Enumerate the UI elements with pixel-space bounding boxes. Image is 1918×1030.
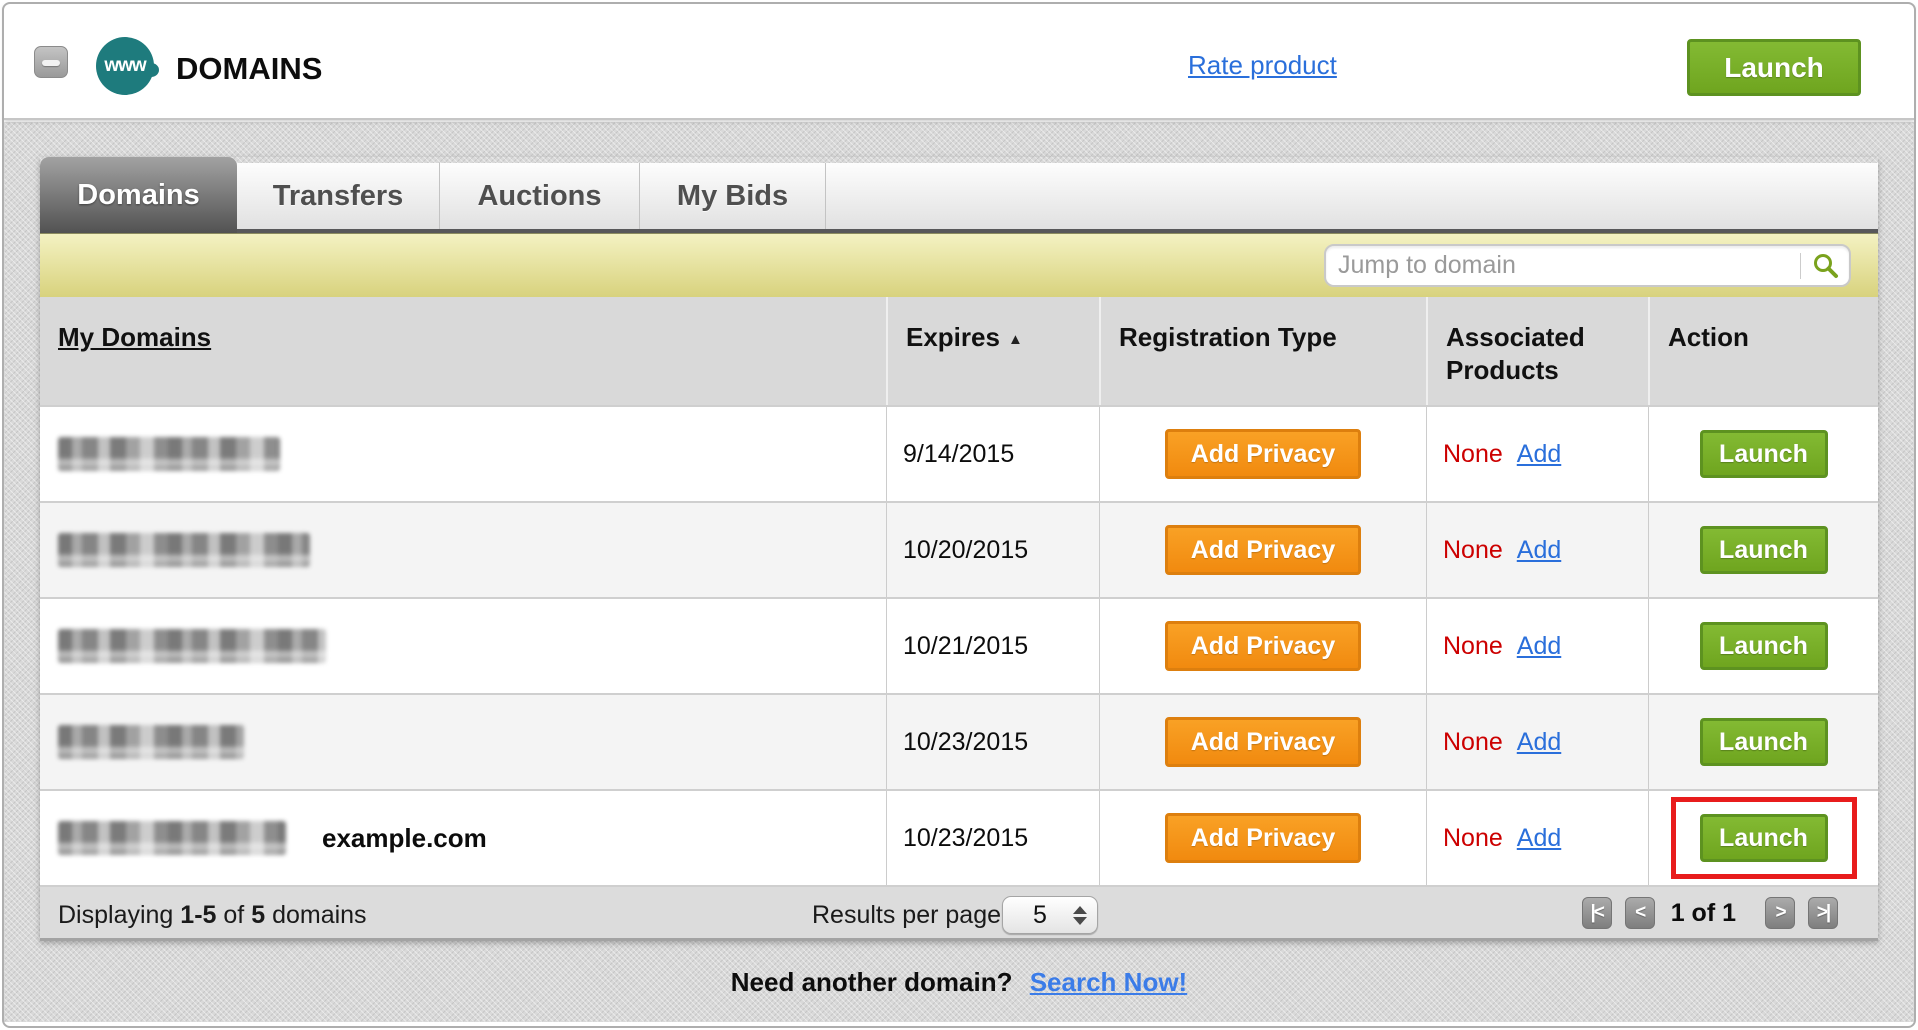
rate-product-link[interactable]: Rate product <box>1188 50 1337 80</box>
add-privacy-button[interactable]: Add Privacy <box>1165 429 1361 479</box>
column-header-registration-type: Registration Type <box>1099 297 1426 405</box>
add-privacy-button[interactable]: Add Privacy <box>1165 621 1361 671</box>
column-header-my-domains: My Domains <box>40 297 886 405</box>
add-privacy-button[interactable]: Add Privacy <box>1165 525 1361 575</box>
table-body: 9/14/2015 Add Privacy None Add Launch 10/… <box>40 405 1878 885</box>
expires-value: 10/23/2015 <box>903 727 1029 756</box>
pagination: |< < 1 of 1 > >| <box>1581 897 1838 929</box>
displaying-status: Displaying 1-5 of 5 domains <box>58 901 367 929</box>
table-row: 10/21/2015 Add Privacy None Add Launch <box>40 597 1878 693</box>
expires-value: 10/20/2015 <box>903 535 1029 564</box>
first-page-button[interactable]: |< <box>1581 897 1612 929</box>
red-highlight-box: Launch <box>1670 797 1857 879</box>
magnifier-icon[interactable] <box>1801 252 1849 279</box>
tab-bar: Domains Transfers Auctions My Bids <box>40 157 1878 233</box>
next-page-button[interactable]: > <box>1765 897 1795 929</box>
domain-annotation: example.com <box>322 822 487 853</box>
add-product-link[interactable]: Add <box>1516 439 1562 468</box>
add-product-link[interactable]: Add <box>1516 727 1562 756</box>
product-header: www DOMAINS Rate product Launch <box>4 4 1914 120</box>
associated-products-value: None <box>1443 439 1503 468</box>
launch-button[interactable]: Launch <box>1699 622 1828 670</box>
launch-button[interactable]: Launch <box>1699 526 1828 574</box>
launch-button[interactable]: Launch <box>1699 814 1828 862</box>
need-domain-note: Need another domain? Search Now! <box>40 967 1878 998</box>
tab-domains[interactable]: Domains <box>40 157 237 233</box>
associated-products-value: None <box>1443 727 1503 756</box>
add-product-link[interactable]: Add <box>1516 823 1562 852</box>
minus-icon <box>42 60 60 66</box>
previous-page-button[interactable]: < <box>1624 897 1655 929</box>
expires-label[interactable]: Expires <box>906 322 1000 352</box>
www-icon-label: www <box>104 55 146 76</box>
launch-button[interactable]: Launch <box>1699 718 1828 766</box>
table-header-row: My Domains Expires ▲ Registration Type As… <box>40 297 1878 405</box>
associated-products-value: None <box>1443 535 1503 564</box>
table-row: 10/23/2015 Add Privacy None Add Launch <box>40 693 1878 789</box>
action-label: Action <box>1668 322 1749 352</box>
up-down-stepper-icon <box>1071 905 1097 925</box>
search-strip <box>40 233 1878 297</box>
my-domains-sort-link[interactable]: My Domains <box>58 322 212 352</box>
expires-value: 10/23/2015 <box>903 823 1029 852</box>
table-row: 10/20/2015 Add Privacy None Add Launch <box>40 501 1878 597</box>
search-divider <box>1800 252 1801 279</box>
associated-products-value: None <box>1443 823 1503 852</box>
add-privacy-button[interactable]: Add Privacy <box>1165 717 1361 767</box>
search-input[interactable] <box>1326 251 1800 280</box>
associated-products-value: None <box>1443 631 1503 660</box>
redacted-domain-text <box>58 725 244 759</box>
tab-transfers[interactable]: Transfers <box>237 163 440 229</box>
add-privacy-button[interactable]: Add Privacy <box>1165 813 1361 863</box>
results-per-page-select[interactable]: 5 <box>1002 896 1098 934</box>
jump-to-domain-search <box>1324 244 1851 287</box>
table-footer: Displaying 1-5 of 5 domains Results per … <box>40 885 1878 941</box>
launch-button[interactable]: Launch <box>1699 430 1828 478</box>
page-title: DOMAINS <box>176 51 323 86</box>
redacted-domain-text <box>58 437 280 471</box>
www-globe-icon: www <box>96 37 159 95</box>
last-page-button[interactable]: >| <box>1808 897 1838 929</box>
results-per-page-value: 5 <box>1033 900 1047 929</box>
sort-asc-icon: ▲ <box>1007 331 1023 348</box>
tab-my-bids[interactable]: My Bids <box>640 163 826 229</box>
header-launch-button[interactable]: Launch <box>1687 39 1861 96</box>
need-domain-text: Need another domain? <box>730 967 1013 997</box>
tab-bar-filler <box>826 163 1878 229</box>
associated-products-label: Associated Products <box>1446 322 1585 385</box>
add-product-link[interactable]: Add <box>1516 631 1562 660</box>
redacted-domain-text <box>58 821 286 855</box>
page-status: 1 of 1 <box>1670 898 1736 927</box>
table-row: 9/14/2015 Add Privacy None Add Launch <box>40 405 1878 501</box>
column-header-expires: Expires ▲ <box>886 297 1099 405</box>
column-header-action: Action <box>1648 297 1878 405</box>
total-value: 5 <box>251 901 266 929</box>
content-background: Domains Transfers Auctions My Bids <box>4 122 1914 1022</box>
column-header-associated-products: Associated Products <box>1426 297 1648 405</box>
results-per-page-label: Results per page: <box>812 901 1008 929</box>
expires-value: 10/21/2015 <box>903 631 1029 660</box>
tab-auctions[interactable]: Auctions <box>440 163 640 229</box>
range-value: 1-5 <box>180 901 217 929</box>
table-row-highlighted: example.com 10/23/2015 Add Privacy None A… <box>40 789 1878 885</box>
expires-value: 9/14/2015 <box>903 439 1015 468</box>
collapse-button[interactable] <box>34 46 68 78</box>
registration-type-label: Registration Type <box>1119 322 1337 352</box>
add-product-link[interactable]: Add <box>1516 535 1562 564</box>
domains-panel: Domains Transfers Auctions My Bids <box>40 157 1878 941</box>
redacted-domain-text <box>58 533 310 567</box>
search-now-link[interactable]: Search Now! <box>1029 967 1188 997</box>
redacted-domain-text <box>58 629 326 663</box>
